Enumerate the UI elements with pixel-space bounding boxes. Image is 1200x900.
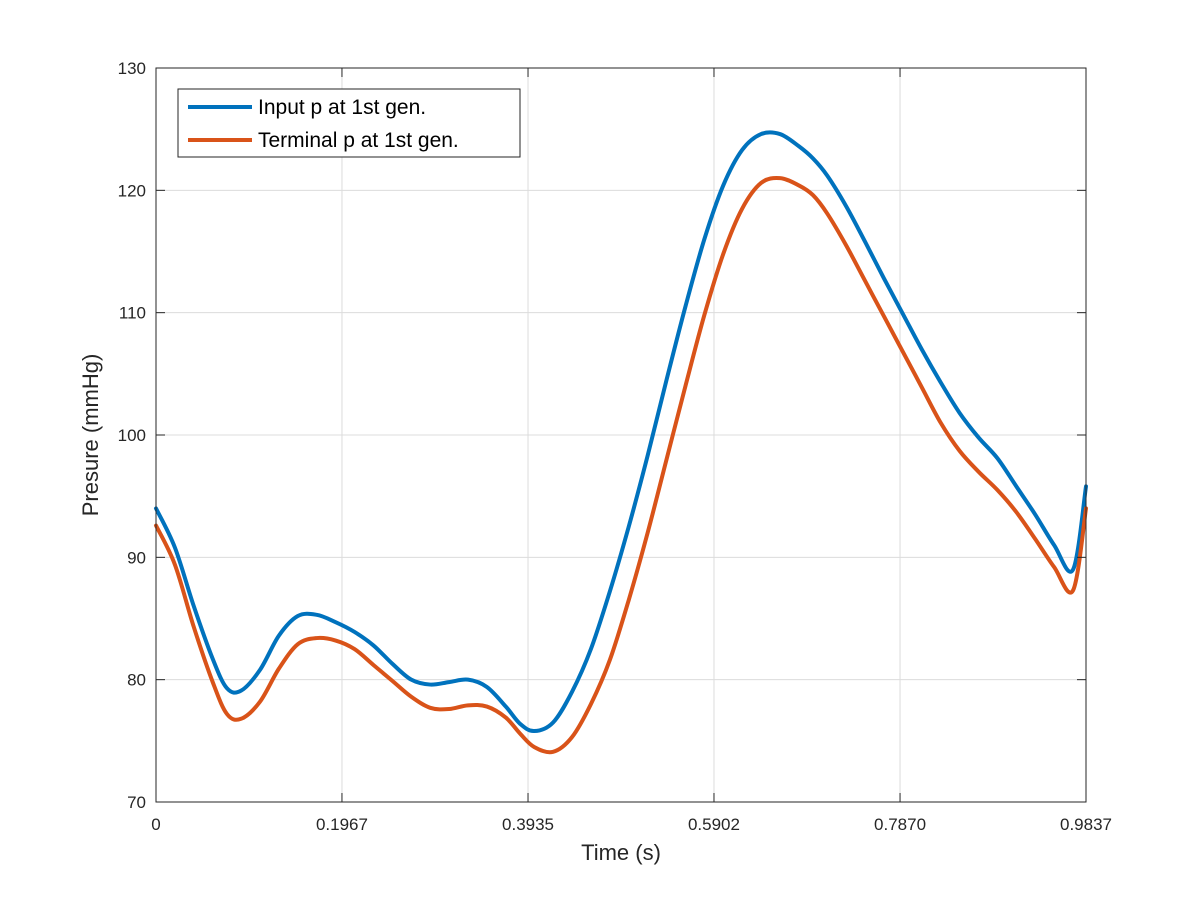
y-tick-label: 90 xyxy=(127,548,146,567)
series-line-terminal xyxy=(154,175,1088,755)
legend: Input p at 1st gen. Terminal p at 1st ge… xyxy=(177,88,521,158)
x-tick-label: 0.7870 xyxy=(874,815,926,834)
y-tick-label: 110 xyxy=(119,304,146,323)
tick-labels: 0 0.1967 0.3935 0.5902 0.7870 0.9837 70 80 90 100… xyxy=(118,59,1112,834)
y-tick-label: 70 xyxy=(127,793,146,812)
x-tick-label: 0.5902 xyxy=(688,815,740,834)
legend-box xyxy=(177,88,521,158)
y-tick-label: 130 xyxy=(118,59,146,78)
y-tick-label: 80 xyxy=(127,671,146,690)
x-tick-label: 0.9837 xyxy=(1060,815,1112,834)
x-tick-label: 0 xyxy=(151,815,160,834)
y-tick-label: 100 xyxy=(118,426,146,445)
x-tick-label: 0.3935 xyxy=(502,815,554,834)
y-axis-title: Presure (mmHg) xyxy=(78,354,103,517)
series-layer xyxy=(154,130,1088,755)
y-tick-label: 120 xyxy=(118,181,146,200)
series-line-input xyxy=(154,130,1088,734)
axis-ticks xyxy=(155,67,1087,803)
legend-label-terminal: Terminal p at 1st gen. xyxy=(258,129,459,152)
x-tick-label: 0.1967 xyxy=(316,815,368,834)
legend-label-input: Input p at 1st gen. xyxy=(258,96,426,119)
x-axis-title: Time (s) xyxy=(581,840,661,865)
